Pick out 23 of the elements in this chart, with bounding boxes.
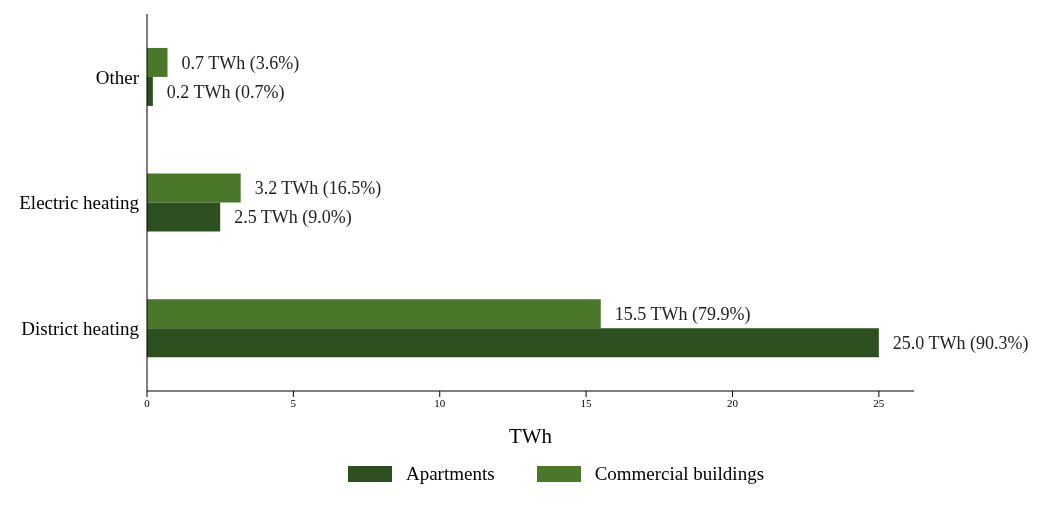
data-label: 3.2 TWh (16.5%) (254, 178, 382, 200)
legend-label: Apartments (405, 463, 495, 485)
y-tick-label: Other (95, 66, 140, 88)
data-label: 25.0 TWh (90.3%) (892, 333, 1029, 355)
data-label: 15.5 TWh (79.9%) (614, 304, 751, 326)
x-tick-label: 20 (727, 396, 739, 409)
bar (147, 328, 879, 358)
x-axis-title: TWh (508, 424, 553, 448)
x-tick-label: 10 (434, 396, 446, 409)
x-tick-label: 15 (580, 396, 593, 409)
bar (147, 173, 241, 203)
y-tick-label: Electric heating (19, 192, 140, 214)
data-label: 2.5 TWh (9.0%) (234, 207, 352, 229)
bar (147, 47, 168, 77)
data-label: 0.2 TWh (0.7%) (166, 81, 285, 103)
bar (147, 299, 601, 329)
legend-label: Commercial buildings (594, 463, 765, 485)
x-tick-label: 25 (873, 396, 885, 409)
y-tick-label: District heating (21, 317, 140, 339)
x-tick-label: 5 (290, 396, 297, 409)
x-tick-label: 0 (144, 396, 151, 409)
data-label: 0.7 TWh (3.6%) (181, 52, 300, 74)
bar (147, 202, 221, 232)
